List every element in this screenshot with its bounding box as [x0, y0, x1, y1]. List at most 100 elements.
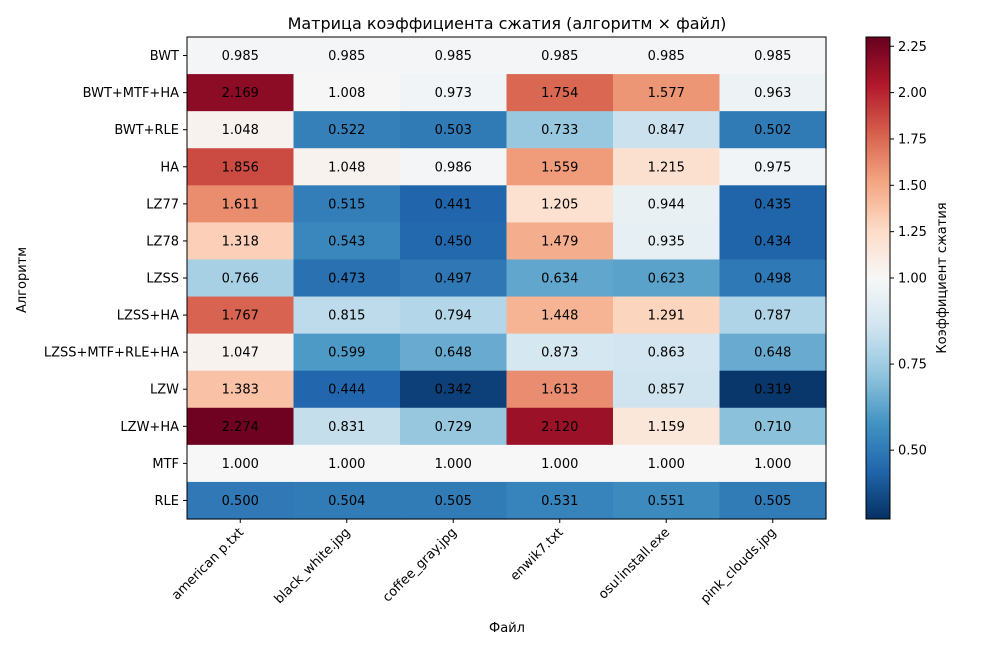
heatmap-cell [187, 444, 295, 483]
cell-value-label: 1.767 [222, 309, 259, 324]
y-tick-label: BWT [150, 49, 179, 64]
cell-value-label: 0.342 [435, 383, 472, 398]
cell-value-label: 1.479 [541, 234, 578, 249]
cell-value-label: 1.856 [222, 160, 259, 175]
heatmap-cell [506, 370, 614, 409]
heatmap-cell [400, 481, 508, 520]
cell-value-label: 0.450 [435, 234, 472, 249]
heatmap-cell [293, 222, 401, 261]
heatmap-cell [719, 74, 827, 112]
x-tick-label: pink_clouds.jpg [698, 525, 780, 607]
heatmap-cell [187, 148, 295, 186]
y-tick-label: LZ78 [146, 234, 179, 249]
cell-value-label: 1.048 [328, 160, 365, 175]
x-tick-label: black_white.jpg [272, 525, 354, 607]
heatmap-cell [293, 37, 401, 75]
cell-value-label: 1.318 [222, 234, 259, 249]
cell-value-label: 0.986 [435, 160, 472, 175]
heatmap-cell [400, 185, 508, 223]
cell-value-label: 1.613 [541, 383, 578, 398]
colorbar-tick-label: 0.75 [898, 358, 927, 373]
y-tick-label: LZSS+HA [117, 309, 179, 324]
heatmap-cell [400, 259, 508, 298]
cell-value-label: 1.383 [222, 383, 259, 398]
heatmap-cell [613, 407, 721, 446]
heatmap-cell [293, 296, 401, 335]
colorbar-tick-label: 1.75 [898, 132, 927, 147]
heatmap-cell [506, 148, 614, 186]
cell-value-label: 0.944 [648, 197, 685, 212]
cell-value-label: 0.543 [328, 234, 365, 249]
y-tick-label: MTF [152, 457, 179, 472]
heatmap-cell [719, 481, 827, 520]
y-tick-label: LZW+HA [120, 420, 179, 435]
heatmap-cell [293, 259, 401, 298]
colorbar-tick-label: 2.25 [898, 40, 927, 55]
cell-value-label: 0.505 [754, 494, 791, 509]
heatmap-cell [506, 481, 614, 520]
heatmap-cell [613, 259, 721, 298]
cell-value-label: 0.502 [754, 123, 791, 138]
cell-value-label: 0.831 [328, 420, 365, 435]
y-axis-ticks: BWT BWT+MTF+HA BWT+RLE HA LZ77 LZ78 LZSS LZSS+H… [44, 49, 187, 509]
heatmap-cell [613, 185, 721, 223]
heatmap-cell [613, 37, 721, 75]
colorbar-tick-label: 1.25 [898, 225, 927, 240]
cell-value-label: 0.985 [754, 49, 791, 64]
y-tick-label: LZSS [146, 272, 179, 287]
heatmap-cell [506, 37, 614, 75]
heatmap-cell [719, 259, 827, 298]
cell-value-label: 0.515 [328, 197, 365, 212]
heatmap-cell [506, 185, 614, 223]
cell-value-label: 0.551 [648, 494, 685, 509]
cell-value-label: 1.611 [222, 197, 259, 212]
heatmap-cell [613, 296, 721, 335]
cell-value-label: 1.008 [328, 86, 365, 101]
cell-value-label: 0.815 [328, 309, 365, 324]
heatmap-cell [613, 111, 721, 149]
heatmap-cell [293, 111, 401, 149]
heatmap-cell [613, 222, 721, 261]
heatmap-cell [719, 185, 827, 223]
cell-value-label: 0.935 [648, 234, 685, 249]
heatmap-cell [187, 185, 295, 223]
heatmap-cell [400, 333, 508, 372]
heatmap-cell [613, 481, 721, 520]
heatmap-cell [613, 148, 721, 186]
heatmap-cell [293, 74, 401, 112]
cell-value-label: 0.963 [754, 86, 791, 101]
cell-value-label: 0.498 [754, 272, 791, 287]
x-tick-label: enwik7.txt [508, 525, 567, 584]
heatmap-cell [719, 407, 827, 446]
heatmap-cell [400, 222, 508, 261]
heatmap-cell [293, 407, 401, 446]
y-tick-label: RLE [155, 494, 180, 509]
cell-value-label: 0.857 [648, 383, 685, 398]
heatmap-cell [400, 37, 508, 75]
cell-value-label: 0.599 [328, 346, 365, 361]
cell-value-label: 0.985 [435, 49, 472, 64]
x-tick-label: coffee_gray.jpg [380, 525, 460, 605]
cell-value-label: 0.873 [541, 346, 578, 361]
heatmap-cell [719, 222, 827, 261]
cell-value-label: 2.274 [222, 420, 259, 435]
cell-value-label: 0.729 [435, 420, 472, 435]
heatmap-cell [506, 259, 614, 298]
heatmap-cell [187, 259, 295, 298]
heatmap-cell [187, 407, 295, 446]
cell-value-label: 0.531 [541, 494, 578, 509]
cell-value-label: 1.047 [222, 346, 259, 361]
y-tick-label: LZW [150, 383, 179, 398]
cell-value-label: 1.215 [648, 160, 685, 175]
y-tick-label: BWT+MTF+HA [83, 86, 179, 101]
heatmap-cell [506, 296, 614, 335]
cell-value-label: 0.444 [328, 383, 365, 398]
cell-value-label: 0.985 [541, 49, 578, 64]
cell-value-label: 1.291 [648, 309, 685, 324]
colorbar-tick-label: 2.00 [898, 86, 927, 101]
cell-value-label: 1.000 [541, 457, 578, 472]
x-tick-label: osu!install.exe [596, 525, 673, 602]
heatmap-cell [187, 37, 295, 75]
cell-value-label: 0.847 [648, 123, 685, 138]
